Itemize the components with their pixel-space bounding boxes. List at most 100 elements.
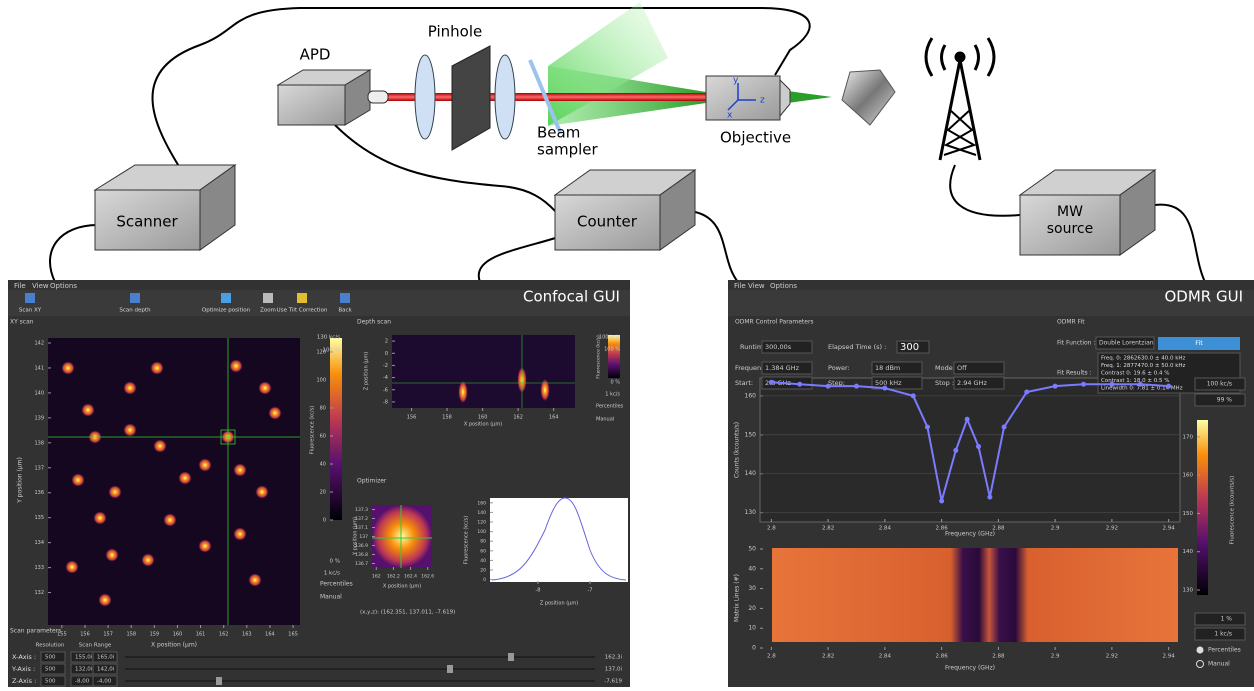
label: 0 %	[330, 559, 340, 565]
x-tick-label: 160	[478, 415, 488, 421]
label: Freq. 0: 2862630.0 ± 40.0 kHz	[1101, 356, 1186, 362]
label: 1 kc/s	[605, 392, 620, 398]
window-title: Confocal GUI	[523, 288, 620, 306]
beam-sampler	[528, 59, 562, 133]
y-tick-label: 30	[748, 585, 756, 592]
y-tick-label: 80	[480, 539, 486, 545]
button-label: Fit	[1195, 339, 1203, 347]
tool-icon[interactable]	[25, 293, 35, 303]
label: Manual	[1208, 661, 1230, 668]
cables	[49, 7, 1206, 283]
x-tick-label: 2.86	[935, 526, 948, 532]
label: 155,0i	[75, 655, 93, 661]
tool-label: Back	[338, 308, 352, 314]
axis-label: X position (µm)	[151, 642, 197, 649]
matrix-plot	[772, 548, 1178, 642]
label: 500	[45, 679, 56, 685]
label: Beam	[537, 124, 580, 142]
axis-label: Fluorescence (kcounts/s)	[1230, 476, 1236, 545]
x-tick-label: 162	[219, 632, 229, 638]
spot	[123, 423, 137, 437]
y-tick-label: 40	[748, 565, 756, 572]
input-box	[40, 663, 66, 675]
label: 100 %	[604, 347, 620, 353]
y-tick-label: 136.8	[355, 552, 368, 558]
slider-handle[interactable]	[216, 677, 222, 685]
fit-button[interactable]	[1158, 337, 1240, 350]
optimizer-image	[372, 505, 432, 568]
y-tick-label: 0	[385, 351, 388, 357]
label: 1 kc/s	[324, 571, 340, 577]
x-tick-label: 2.84	[879, 526, 892, 532]
label: ODMR Control Parameters	[735, 319, 814, 326]
label: Depth scan	[357, 319, 391, 326]
x-tick-label: 2.9	[1051, 654, 1060, 660]
y-tick-label: 135	[34, 515, 44, 521]
input-box	[1194, 612, 1246, 626]
label: Options	[770, 282, 797, 290]
radio[interactable]	[1196, 660, 1204, 668]
spot	[268, 406, 282, 420]
slider-handle[interactable]	[508, 653, 514, 661]
spot	[233, 463, 247, 477]
input-box	[761, 361, 813, 375]
label: Double Lorentzian	[1099, 340, 1154, 347]
tool-icon[interactable]	[340, 293, 350, 303]
x-tick-label: 160	[173, 632, 183, 638]
input-box	[896, 340, 930, 354]
toolbar	[8, 290, 630, 316]
optimizer-crosshair	[372, 505, 432, 568]
label: APD	[300, 46, 331, 64]
label: File	[14, 282, 26, 290]
tool-icon[interactable]	[130, 293, 140, 303]
y-tick-label: 137.3	[355, 507, 368, 513]
x-tick-label: 158	[442, 415, 452, 421]
y-tick-label: 40	[480, 558, 486, 564]
x-tick-label: 162.2	[387, 574, 400, 580]
slider-handle[interactable]	[447, 665, 453, 673]
label: Manual	[596, 417, 614, 423]
data-point	[1001, 424, 1007, 430]
radio[interactable]	[1196, 646, 1204, 654]
label: 500 kHz	[875, 379, 902, 387]
data-point	[1024, 389, 1030, 395]
antenna	[924, 37, 996, 161]
x-tick-label: 162.6	[421, 574, 434, 580]
input-box	[953, 376, 1005, 390]
spot	[229, 359, 243, 373]
input-box	[761, 340, 813, 354]
data-point	[853, 383, 859, 389]
axis-label: Y position (µm)	[353, 517, 359, 556]
optimizer-curve	[491, 497, 627, 581]
apd-box	[276, 69, 389, 126]
y-tick-label: 160	[745, 392, 757, 399]
diamond	[841, 69, 896, 126]
data-point	[825, 383, 831, 389]
y-tick-label: 140	[1183, 549, 1194, 555]
label: Linewidth 0: 7.81 ± 0.14 MHz	[1101, 386, 1183, 392]
y-tick-label: 60	[480, 548, 486, 554]
label: Fit Function :	[1057, 340, 1095, 347]
slider-track	[125, 680, 595, 682]
tool-icon[interactable]	[297, 293, 307, 303]
data-point	[976, 443, 982, 449]
input-box	[953, 361, 1005, 375]
y-tick-label: -8	[383, 399, 388, 405]
label: 1 kc/s	[1214, 631, 1232, 638]
x-tick-label: 156	[80, 632, 90, 638]
x-tick-label: 157	[103, 632, 113, 638]
depth-colorbar	[608, 335, 620, 378]
label: Counter	[577, 213, 638, 231]
label: 2.94 GHz	[957, 379, 987, 387]
spot	[65, 560, 79, 574]
spot	[108, 485, 122, 499]
dropdown[interactable]	[1095, 336, 1155, 350]
data-point	[924, 424, 930, 430]
spot	[153, 439, 167, 453]
x-tick-label: -8	[535, 588, 540, 594]
tool-icon[interactable]	[263, 293, 273, 303]
mw-source-box	[1018, 169, 1157, 256]
tool-icon[interactable]	[221, 293, 231, 303]
label: 18 dBm	[875, 364, 900, 372]
x-tick-label: 2.94	[1163, 526, 1176, 532]
